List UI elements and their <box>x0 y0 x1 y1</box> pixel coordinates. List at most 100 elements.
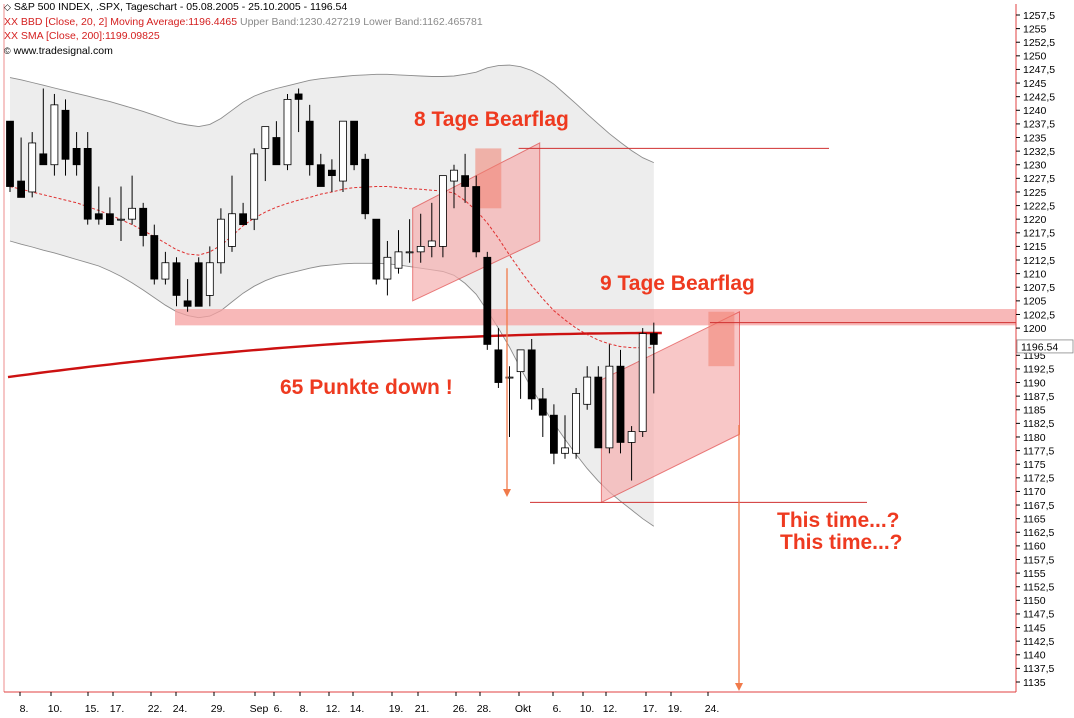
candle <box>139 202 148 247</box>
candle-body <box>627 431 636 443</box>
candle <box>106 197 114 226</box>
candle-body <box>616 365 625 443</box>
y-tick-label: 1222,5 <box>1023 200 1055 212</box>
candle <box>128 175 137 225</box>
candle <box>305 104 314 176</box>
y-tick-label: 1160 <box>1023 541 1046 553</box>
candle <box>216 208 225 274</box>
y-tick-label: 1137,5 <box>1023 663 1054 675</box>
candle-body <box>594 376 603 449</box>
last-price-label: 1196.54 <box>1021 342 1058 354</box>
y-tick-label: 1177,5 <box>1023 445 1054 457</box>
candle <box>438 175 447 258</box>
y-tick-label: 1210 <box>1023 268 1047 280</box>
x-tick-label: 17. <box>110 703 125 715</box>
indicator-line-layer <box>7 147 1016 503</box>
candle <box>361 153 370 220</box>
y-tick-label: 1165 <box>1023 513 1046 525</box>
x-tick-label: 12. <box>326 703 341 715</box>
x-tick-label: 17. <box>643 703 658 715</box>
flag2-top-highlight <box>708 311 735 367</box>
y-tick-label: 1145 <box>1023 622 1046 634</box>
annotation-question-2: This time...? <box>780 531 903 554</box>
candle <box>427 202 436 258</box>
y-tick-label: 1140 <box>1023 650 1046 662</box>
y-tick-label: 1135 <box>1023 677 1046 689</box>
candle <box>416 213 425 263</box>
candle-body <box>483 256 492 345</box>
candle <box>150 224 159 285</box>
candle <box>394 230 403 274</box>
x-tick-label: 6. <box>274 703 283 715</box>
candle-body <box>516 349 525 373</box>
candle-body <box>461 175 470 187</box>
sma-legend: XX SMA [Close, 200]:1199.09825 <box>4 30 160 42</box>
candle-body <box>372 218 381 280</box>
annotation-question-1: This time...? <box>777 509 900 532</box>
y-tick-label: 1187,5 <box>1023 391 1054 403</box>
copyright-icon: © <box>4 46 11 56</box>
candle <box>461 153 470 203</box>
candle <box>228 175 236 252</box>
candle <box>72 132 81 176</box>
y-tick-label: 1167,5 <box>1023 500 1054 512</box>
y-tick-label: 1255 <box>1023 23 1047 35</box>
y-tick-label: 1147,5 <box>1023 609 1054 621</box>
candle <box>550 404 558 465</box>
x-tick-label: 26. <box>453 703 468 715</box>
y-tick-label: 1180 <box>1023 432 1046 444</box>
measured-move-arrow-1 <box>503 268 511 497</box>
candle-body <box>205 262 214 296</box>
y-tick-label: 1175 <box>1023 459 1046 471</box>
candle <box>405 219 414 263</box>
candle <box>117 186 125 241</box>
candle-body <box>450 169 458 182</box>
arrow-layer <box>503 268 743 691</box>
candle-body <box>527 349 536 400</box>
x-tick-label: 10. <box>580 703 595 715</box>
candle <box>316 153 325 187</box>
candle <box>294 88 303 133</box>
candle-body <box>50 104 59 166</box>
candle-body <box>194 262 203 307</box>
candle-body <box>216 218 225 264</box>
y-tick-label: 1202,5 <box>1023 309 1055 321</box>
candle-body <box>72 147 81 166</box>
x-tick-label: 24. <box>705 703 720 715</box>
candle-body <box>28 142 37 193</box>
candle-body <box>572 393 580 454</box>
diamond-icon: ◇ <box>4 2 11 12</box>
bollinger-upper-line <box>9 64 654 164</box>
candle-body <box>150 235 159 280</box>
candle <box>350 120 359 171</box>
candle-body <box>605 365 614 449</box>
annotation-flag1: 8 Tage Bearflag <box>414 108 569 131</box>
candle-body <box>106 213 114 226</box>
x-tick-label: 24. <box>173 703 188 715</box>
candle <box>239 202 248 226</box>
candle <box>527 338 536 410</box>
candle-body <box>327 169 336 177</box>
candle-body <box>649 333 658 345</box>
candle <box>605 344 614 454</box>
candle-body <box>6 120 14 187</box>
y-tick-label: 1185 <box>1023 405 1046 417</box>
y-tick-label: 1212,5 <box>1023 255 1055 267</box>
candle-body <box>350 120 359 166</box>
candle-body <box>39 153 48 166</box>
y-tick-label: 1162,5 <box>1023 527 1054 539</box>
candle-body <box>383 256 392 280</box>
candle-body <box>472 186 481 253</box>
y-tick-label: 1232,5 <box>1023 146 1055 158</box>
candle-body <box>316 164 325 187</box>
candle <box>494 328 503 388</box>
y-tick-label: 1242,5 <box>1023 91 1055 103</box>
bollinger-band-layer <box>9 64 655 527</box>
candle <box>339 120 347 192</box>
candle <box>194 257 203 307</box>
candle-body <box>427 240 436 247</box>
y-tick-label: 1227,5 <box>1023 173 1055 185</box>
y-tick-label: 1215 <box>1023 241 1047 253</box>
candle-body <box>128 207 137 220</box>
candle-body <box>272 137 281 166</box>
